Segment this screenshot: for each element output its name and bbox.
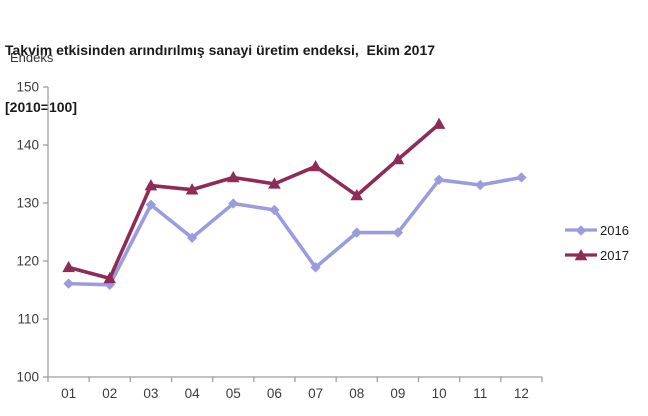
x-axis-tick-label: 08 [349,386,364,401]
series-2017-marker-07 [309,159,322,172]
series-2016-marker-09 [392,227,404,238]
series-2017-marker-06 [268,177,281,189]
y-axis-tick-label: 140 [16,138,39,153]
series-2017-marker-01 [62,260,75,273]
x-axis-tick-label: 05 [226,386,241,401]
series-2017-marker-08 [350,188,364,201]
series-2017-marker-02 [103,271,117,284]
x-axis-tick-label: 04 [185,386,201,401]
y-axis-tick-label: 110 [17,312,39,327]
x-axis-tick-label: 11 [473,386,487,401]
series-2017-marker-10 [432,117,446,129]
x-axis-tick-label: 09 [390,386,405,401]
legend-item-2017: 2017 [563,247,629,263]
series-2016-line [66,175,524,287]
series-2016-marker-12 [516,172,527,183]
chart-legend: 2016 2017 [563,222,629,263]
series-2016-marker-05 [228,198,239,209]
series-2016-marker-04 [186,232,198,243]
series-2016-marker-08 [351,227,362,238]
x-axis-tick-label: 07 [308,386,323,401]
y-axis-tick-label: 130 [16,196,39,211]
series-2017-marker-09 [391,153,405,165]
series-2017-line [66,122,441,281]
x-axis-tick-label: 10 [432,386,447,401]
legend-item-2016: 2016 [563,222,629,238]
chart-title: Takvim etkisinden arındırılmış sanayi ür… [5,3,435,155]
series-2016-marker-03 [145,199,157,210]
series-2017-marker-03 [144,179,158,191]
x-axis-tick-label: 06 [267,386,282,401]
legend-diamond-marker-icon [565,225,597,236]
x-axis-tick-label: 02 [102,386,117,401]
y-axis-tick-label: 150 [16,80,39,95]
y-axis-unit-label: Endeks [10,50,54,65]
legend-triangle-marker-icon [565,249,597,261]
series-2016-marker-10 [433,174,445,185]
series-2016-marker-01 [63,278,74,289]
series-2016-marker-07 [310,262,321,273]
chart-title-line2: [2010=100] [5,99,78,115]
legend-label: 2017 [600,247,629,263]
legend-label: 2016 [600,222,629,238]
x-axis-tick-label: 03 [143,386,158,401]
x-axis-tick-label: 12 [514,386,529,401]
chart-title-line1: Takvim etkisinden arındırılmış sanayi ür… [5,42,436,58]
y-axis-tick-label: 100 [16,370,39,385]
y-axis-tick-label: 120 [16,254,39,269]
series-2017-marker-04 [185,183,199,195]
x-axis-tick-label: 01 [61,386,76,401]
series-2016-marker-11 [475,179,486,191]
series-2016-marker-06 [269,204,280,216]
series-2017-marker-05 [226,170,240,183]
